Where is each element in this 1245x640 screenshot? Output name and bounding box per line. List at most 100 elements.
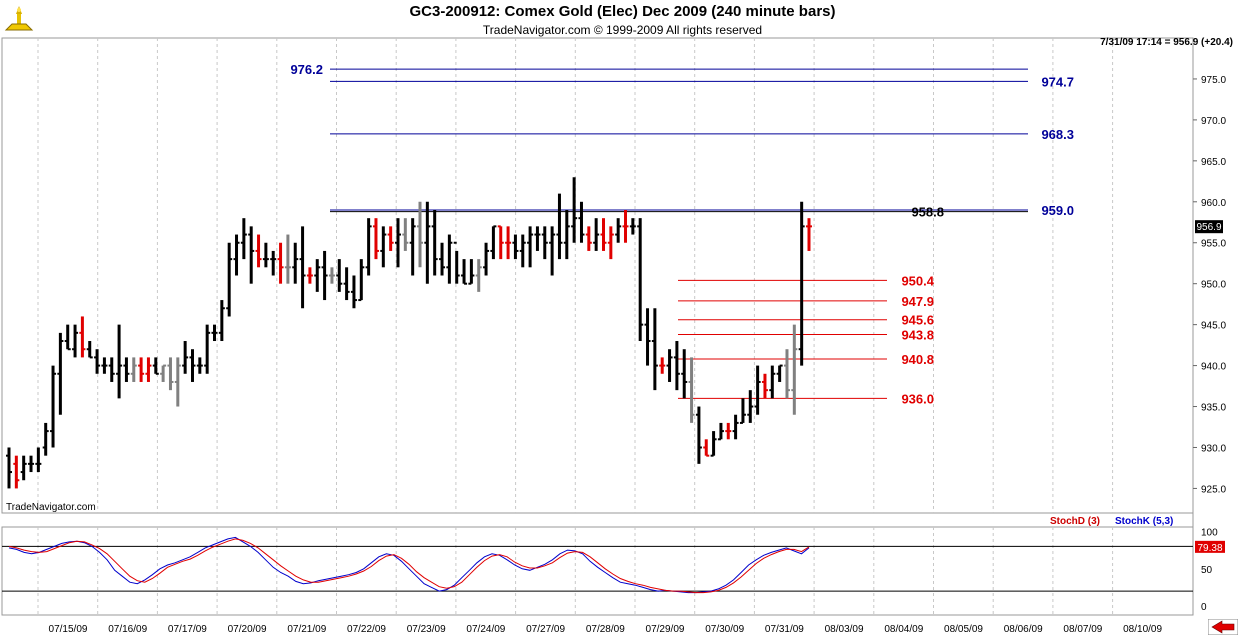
ohlc-bar [644,308,651,366]
ohlc-bar [380,226,387,268]
ohlc-bar [101,357,108,374]
ohlc-bar [387,226,394,251]
ohlc-bar [284,234,291,284]
ohlc-bar [292,242,299,284]
stoch-y-tick-label: 0 [1201,602,1207,613]
ohlc-bar [791,324,798,415]
ohlc-bar [519,234,526,268]
x-tick-label: 07/15/09 [49,624,88,635]
ohlc-bar [152,357,159,375]
ohlc-bar [167,357,174,391]
y-tick-label: 925.0 [1201,484,1226,495]
x-tick-label: 08/10/09 [1123,624,1162,635]
stoch-last-box [1195,540,1225,553]
ohlc-bar [321,250,328,301]
ohlc-bar [710,431,717,457]
x-tick-label: 08/06/09 [1004,624,1043,635]
ohlc-bar [593,218,600,251]
ohlc-bar [123,357,130,382]
ohlc-bar [218,300,225,342]
ohlc-bar [306,267,313,284]
ohlc-bar [695,406,702,464]
y-tick-label: 940.0 [1201,362,1226,373]
ohlc-bar [350,275,357,309]
ohlc-bar [725,422,732,440]
ohlc-bar [673,341,680,391]
ohlc-bar [490,225,497,260]
x-tick-label: 07/29/09 [646,624,685,635]
ohlc-bar [806,218,812,251]
x-tick-label: 07/24/09 [466,624,505,635]
ohlc-bar [299,226,306,309]
ohlc-bar [328,267,335,284]
last-quote-readout: 7/31/09 17:14 = 956.9 (+20.4) [1100,37,1233,48]
ohlc-bar [571,177,578,243]
ohlc-bar [211,324,218,342]
y-tick-label: 930.0 [1201,443,1226,454]
ohlc-bar [607,226,614,260]
x-tick-label: 07/30/09 [705,624,744,635]
stoch-d-legend: StochD (3) [1050,516,1100,527]
ohlc-bar [600,218,607,251]
ohlc-bar [615,218,622,243]
ohlc-bar [585,226,592,251]
ohlc-bar [160,364,167,382]
x-tick-label: 08/03/09 [825,624,864,635]
ohlc-bar [769,365,776,399]
ohlc-bar [717,422,724,441]
ohlc-bar [233,234,240,276]
x-tick-label: 07/22/09 [347,624,386,635]
ohlc-bar [468,259,475,285]
ohlc-bar [556,193,563,260]
ohlc-bar [798,201,805,366]
ohlc-bar [761,373,768,399]
y-tick-label: 955.0 [1201,239,1226,250]
ohlc-bar [108,357,115,382]
ohlc-bar [358,259,365,302]
x-tick-label: 07/16/09 [108,624,147,635]
level-label: 947.9 [901,294,934,309]
chart-title: GC3-200912: Comex Gold (Elec) Dec 2009 (… [409,3,836,20]
x-tick-label: 08/07/09 [1063,624,1102,635]
ohlc-bar [578,201,585,243]
ohlc-bar [182,341,189,374]
level-label: 968.3 [1041,127,1074,142]
ohlc-bar [13,455,20,489]
scroll-left-arrow-icon[interactable] [1207,618,1239,640]
ohlc-bar [659,357,666,374]
y-tick-label: 960.0 [1201,198,1226,209]
last-price-box [1195,220,1223,234]
level-label: 943.8 [901,327,934,342]
ohlc-bar [681,349,688,399]
ohlc-bar [79,316,86,358]
ohlc-bar [64,324,71,351]
ohlc-bar [57,332,64,415]
stoch-panel-frame [1,526,1194,616]
ohlc-bar [512,234,519,260]
copyright-subtitle: TradeNavigator.com © 1999-2009 All right… [482,23,763,37]
ohlc-bar [409,218,416,276]
stoch-y-tick-label: 100 [1201,527,1218,538]
stoch-k-legend: StochK (5,3) [1115,516,1174,527]
y-tick-label: 970.0 [1201,116,1226,127]
ohlc-bar [453,241,460,284]
ohlc-bar [439,242,446,276]
level-label: 940.8 [901,352,934,367]
ohlc-bar [204,324,211,374]
ohlc-bar [255,234,262,268]
ohlc-bar [394,218,401,268]
ohlc-bar [534,226,541,251]
ohlc-bar [336,259,343,292]
ohlc-bar [248,226,255,284]
x-tick-label: 08/05/09 [944,624,983,635]
ohlc-bar [783,349,790,399]
x-tick-label: 07/23/09 [407,624,446,635]
ohlc-bar [130,357,137,382]
ohlc-bar [431,209,438,276]
y-tick-label: 945.0 [1201,321,1226,332]
ohlc-bar [277,242,284,284]
level-label: 936.0 [901,391,934,406]
level-label: 974.7 [1041,74,1074,89]
x-tick-label: 07/20/09 [228,624,267,635]
ohlc-bar [372,218,379,260]
